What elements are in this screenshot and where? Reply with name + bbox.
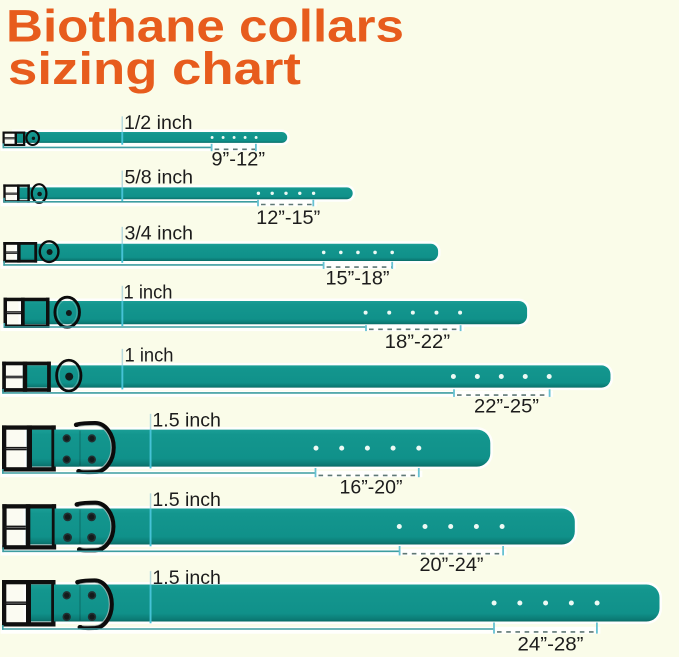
svg-text:sizing chart: sizing chart — [8, 43, 301, 94]
svg-text:1 inch: 1 inch — [125, 346, 174, 367]
svg-text:15”-18”: 15”-18” — [326, 269, 390, 290]
svg-text:20”-24”: 20”-24” — [420, 555, 484, 576]
svg-text:5/8 inch: 5/8 inch — [125, 167, 194, 188]
svg-text:3/4 inch: 3/4 inch — [125, 224, 194, 245]
svg-text:Biothane collars: Biothane collars — [6, 1, 404, 52]
svg-text:1.5 inch: 1.5 inch — [152, 490, 221, 511]
svg-text:24”-28”: 24”-28” — [518, 634, 584, 652]
svg-text:1 inch: 1 inch — [124, 282, 173, 303]
svg-text:12”-15”: 12”-15” — [256, 208, 320, 229]
svg-text:1.5 inch: 1.5 inch — [152, 568, 221, 589]
svg-text:1/2 inch: 1/2 inch — [124, 113, 193, 134]
svg-text:22”-25”: 22”-25” — [474, 397, 539, 418]
svg-text:1.5 inch: 1.5 inch — [152, 411, 221, 432]
svg-text:18”-22”: 18”-22” — [385, 332, 450, 353]
svg-text:9”-12”: 9”-12” — [211, 150, 265, 171]
svg-text:16”-20”: 16”-20” — [340, 478, 403, 499]
